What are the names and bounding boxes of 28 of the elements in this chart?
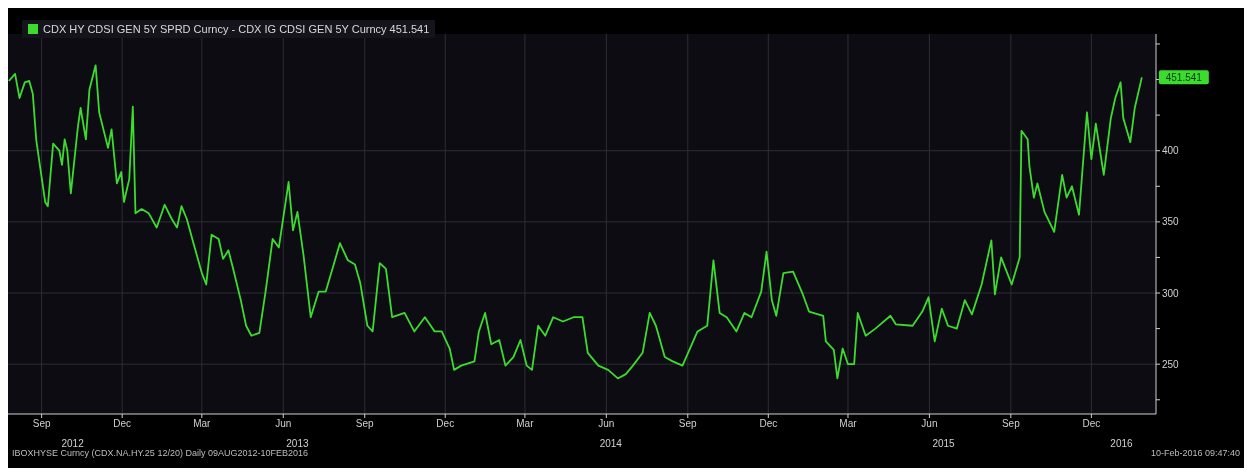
text: IBOXHYSE Curncy (CDX.NA.HY.25 12/20) Daily 09AUG2012-10FEB2016 bbox=[12, 448, 308, 460]
x2-tick-label: 2013 bbox=[286, 438, 309, 450]
text: 10-Feb-2016 09:47:40 bbox=[1150, 448, 1240, 460]
legend-label: CDX HY CDSI GEN 5Y SPRD Curncy - CDX IG CDSI GEN 5Y Curncy 451.541 bbox=[42, 23, 430, 35]
x2-tick-label: 2012 bbox=[61, 438, 85, 450]
x-tick-label: Dec bbox=[436, 418, 455, 430]
x2-tick-label: 2016 bbox=[1110, 438, 1134, 450]
x-tick-label: Sep bbox=[1001, 418, 1021, 430]
x-tick-label: Dec bbox=[113, 418, 132, 430]
x-tick-label: Dec bbox=[759, 418, 778, 430]
x-tick-label: Dec bbox=[1082, 418, 1101, 430]
line-series bbox=[8, 64, 1143, 380]
y-tick-label: 250 bbox=[1162, 358, 1180, 370]
x-tick-label: Jun bbox=[921, 418, 938, 430]
x-tick-label: Jun bbox=[275, 418, 292, 430]
x-tick-label: Mar bbox=[839, 418, 858, 430]
y-tick-label: 350 bbox=[1162, 216, 1180, 228]
x-tick-label: Jun bbox=[598, 418, 615, 430]
annotation: 451.541 bbox=[1165, 72, 1203, 84]
y-tick-label: 300 bbox=[1162, 287, 1180, 299]
x-tick-label: Mar bbox=[193, 418, 212, 430]
x-tick-label: Sep bbox=[678, 418, 698, 430]
x-tick-label: Sep bbox=[355, 418, 375, 430]
x-tick-label: Mar bbox=[516, 418, 535, 430]
y-tick-label: 400 bbox=[1162, 145, 1180, 157]
x2-tick-label: 2014 bbox=[599, 438, 623, 450]
x2-tick-label: 2015 bbox=[932, 438, 956, 450]
x-tick-label: Sep bbox=[32, 418, 51, 430]
